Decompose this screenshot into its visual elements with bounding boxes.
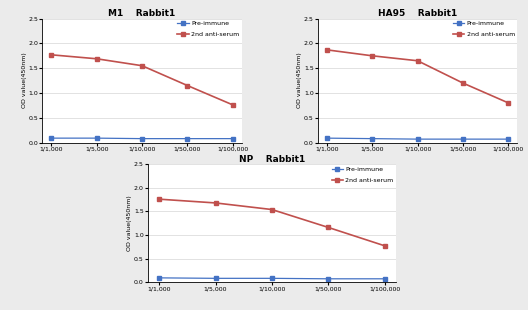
Pre-immune xyxy=(93,136,100,140)
Legend: Pre-immune, 2nd anti-serum: Pre-immune, 2nd anti-serum xyxy=(451,20,516,39)
2nd anti-serum xyxy=(139,64,145,68)
Line: 2nd anti-serum: 2nd anti-serum xyxy=(325,48,510,105)
2nd anti-serum xyxy=(460,81,466,85)
2nd anti-serum xyxy=(93,57,100,61)
Y-axis label: OD value(450nm): OD value(450nm) xyxy=(297,53,303,108)
Y-axis label: OD value(450nm): OD value(450nm) xyxy=(22,53,27,108)
Pre-immune xyxy=(212,277,219,280)
2nd anti-serum xyxy=(184,84,191,87)
Line: Pre-immune: Pre-immune xyxy=(50,136,234,140)
Pre-immune xyxy=(324,136,330,140)
Legend: Pre-immune, 2nd anti-serum: Pre-immune, 2nd anti-serum xyxy=(176,20,241,39)
Pre-immune xyxy=(230,137,236,140)
Pre-immune xyxy=(325,277,332,281)
Line: Pre-immune: Pre-immune xyxy=(325,136,510,141)
2nd anti-serum xyxy=(505,101,512,105)
Pre-immune xyxy=(184,137,191,140)
Pre-immune xyxy=(382,277,388,281)
2nd anti-serum xyxy=(269,208,275,211)
Title: NP    Rabbit1: NP Rabbit1 xyxy=(239,154,305,163)
Pre-immune xyxy=(48,136,54,140)
2nd anti-serum xyxy=(230,103,236,107)
Y-axis label: OD value(450nm): OD value(450nm) xyxy=(127,195,133,251)
Pre-immune xyxy=(460,137,466,141)
2nd anti-serum xyxy=(325,226,332,229)
2nd anti-serum xyxy=(212,201,219,205)
Pre-immune xyxy=(369,137,375,140)
Pre-immune xyxy=(414,137,421,141)
Line: Pre-immune: Pre-immune xyxy=(157,276,386,281)
Pre-immune xyxy=(156,276,162,280)
Legend: Pre-immune, 2nd anti-serum: Pre-immune, 2nd anti-serum xyxy=(330,166,395,184)
Pre-immune xyxy=(139,137,145,140)
2nd anti-serum xyxy=(48,53,54,57)
Line: 2nd anti-serum: 2nd anti-serum xyxy=(50,53,234,107)
Line: 2nd anti-serum: 2nd anti-serum xyxy=(157,197,386,248)
Pre-immune xyxy=(505,137,512,141)
2nd anti-serum xyxy=(156,197,162,201)
2nd anti-serum xyxy=(369,54,375,58)
Pre-immune xyxy=(269,277,275,280)
2nd anti-serum xyxy=(324,48,330,52)
2nd anti-serum xyxy=(414,59,421,63)
Title: M1    Rabbit1: M1 Rabbit1 xyxy=(108,9,176,18)
2nd anti-serum xyxy=(382,244,388,248)
Title: HA95    Rabbit1: HA95 Rabbit1 xyxy=(378,9,457,18)
